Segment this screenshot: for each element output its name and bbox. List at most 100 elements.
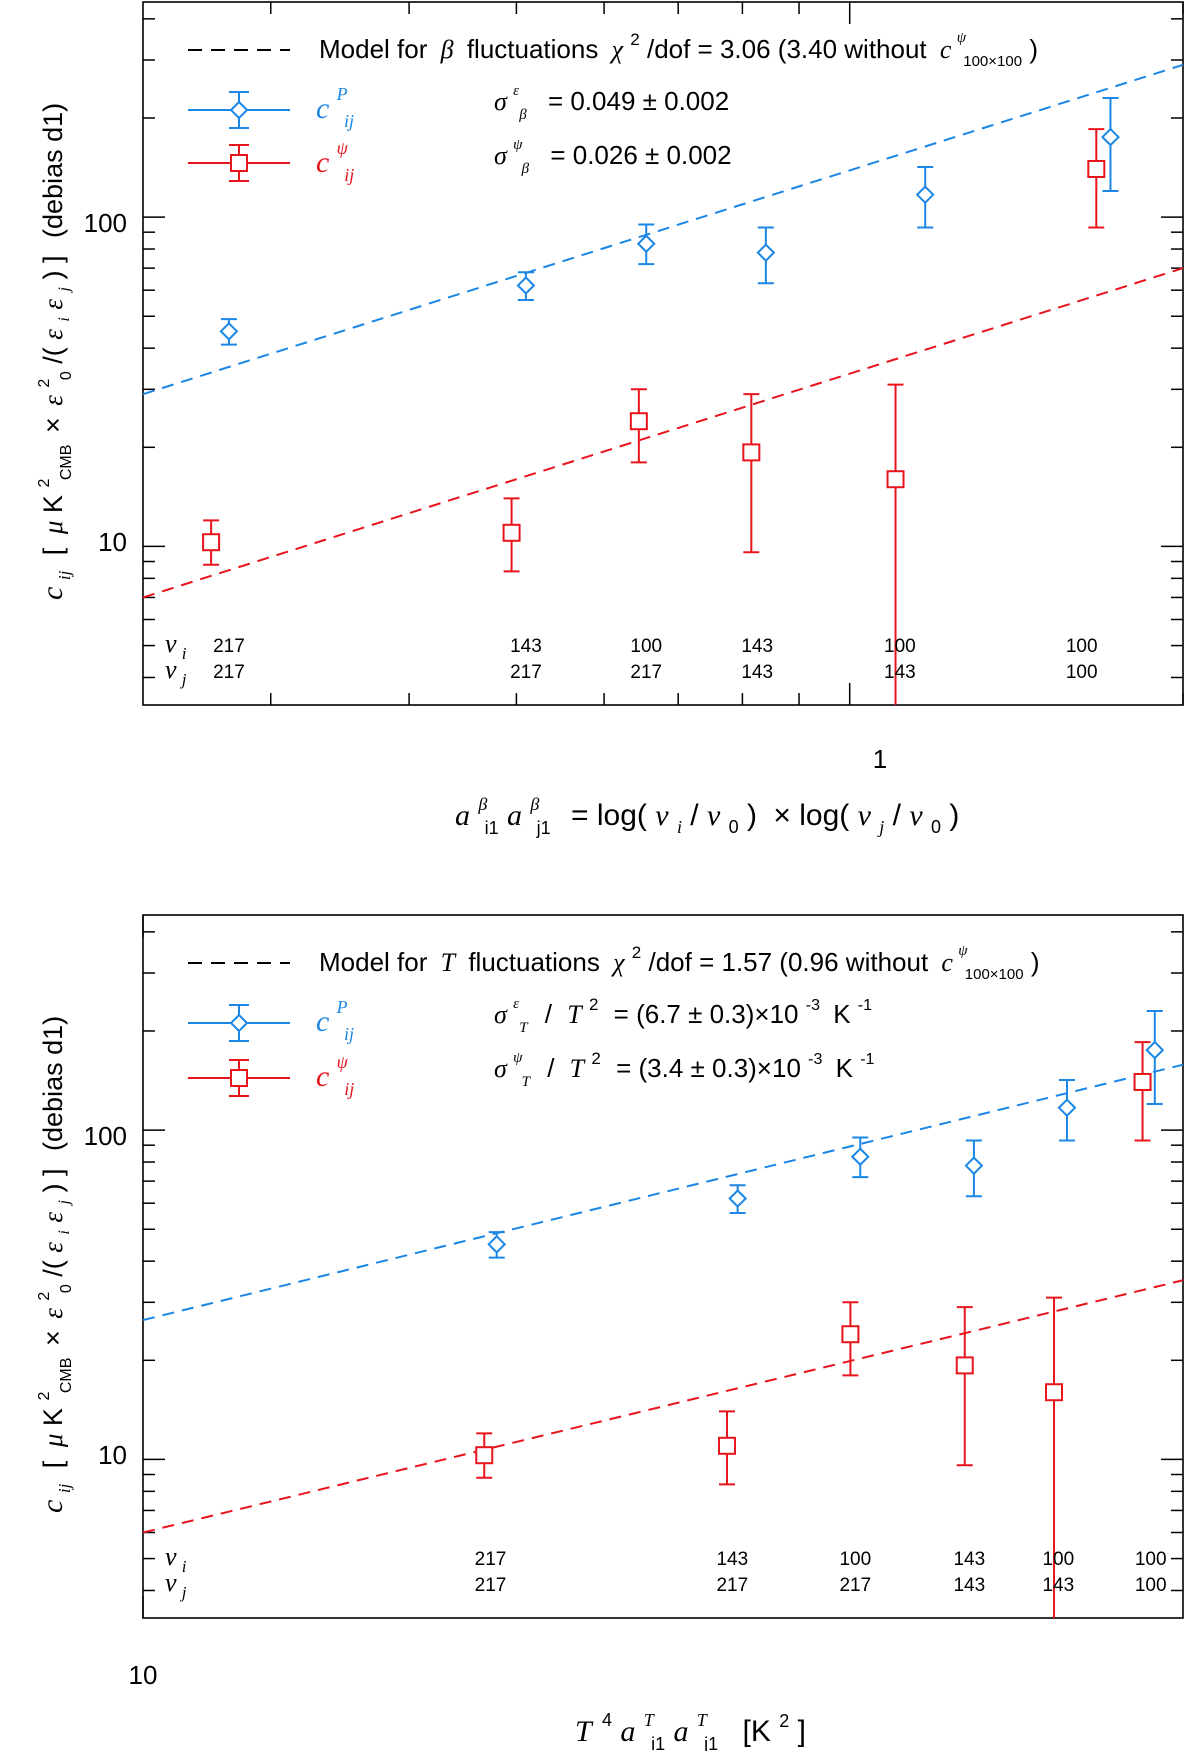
legend-cpsi-label: c ψ ij — [316, 128, 356, 185]
square-marker — [886, 470, 905, 489]
diamond-marker — [850, 1147, 870, 1167]
x-tick-label-10: 10 — [129, 1660, 158, 1690]
square-marker — [202, 533, 221, 552]
data-point-cP — [1101, 96, 1120, 193]
data-point-cpsi — [629, 388, 648, 464]
legend: Model for T fluctuations χ 2 /dof = 1.57… — [188, 943, 1040, 1099]
square-marker — [841, 1325, 860, 1344]
plot-frame — [142, 914, 1184, 1619]
y-axis-label: c ij [ μ K 2 CMB × ε 2 0 /( ε i ε j ) ] … — [25, 1016, 77, 1513]
model-line-cP — [142, 1063, 1184, 1322]
legend-cP-label: c P ij — [316, 987, 356, 1044]
freq-nu-i: 143 — [716, 1549, 748, 1570]
data-point-cP — [219, 318, 239, 346]
square-marker — [1045, 1383, 1064, 1402]
freq-nu-i: 217 — [213, 636, 245, 657]
square-marker — [742, 443, 761, 462]
data-point-cP — [1057, 1078, 1077, 1142]
axis-ticks — [143, 2, 1184, 705]
freq-nu-i: 100 — [1066, 636, 1098, 657]
diamond-marker — [728, 1189, 748, 1208]
model-line-cpsi — [142, 267, 1184, 599]
data-point-cP — [850, 1136, 870, 1179]
data-point-cpsi — [886, 383, 905, 705]
freq-nu-i: 143 — [953, 1549, 985, 1570]
square-marker — [1087, 159, 1106, 178]
model-line-cP — [142, 63, 1184, 396]
data-point-cpsi — [717, 1410, 736, 1486]
freq-nu-i: 100 — [884, 636, 916, 657]
data-point-cpsi — [202, 519, 221, 566]
x-axis-label: T 4 a T i1 a T j1 [K 2 ] — [575, 1700, 806, 1751]
frequency-labels: 217 217 143 217 100 217 143 143 100 143 100 100 — [213, 636, 1097, 683]
diamond-marker — [756, 243, 776, 263]
freq-nu-j: 217 — [630, 662, 662, 683]
diamond-marker — [915, 185, 935, 205]
freq-nu-i: 100 — [839, 1549, 871, 1570]
diamond-marker — [636, 234, 656, 254]
legend-cP: c P ij — [188, 84, 354, 131]
sigma-eps-beta: σ ε β = 0.049 ± 0.002 — [494, 71, 729, 125]
data-point-cP — [487, 1231, 507, 1259]
data-point-cP — [728, 1184, 748, 1215]
nu-i-label: ν i — [165, 628, 187, 663]
axis-ticks — [142, 915, 1183, 1618]
freq-nu-j: 100 — [1135, 1575, 1167, 1596]
data-point-cpsi — [1087, 128, 1106, 229]
square-marker — [502, 523, 521, 542]
freq-nu-j: 143 — [953, 1575, 985, 1596]
legend-square-marker — [230, 154, 248, 172]
square-marker — [629, 412, 648, 431]
sigma-eps-T: σ ε T / T 2 = (6.7 ± 0.3)×10 -3 K -1 — [494, 984, 872, 1038]
model-line-cpsi — [142, 1279, 1184, 1534]
freq-nu-i: 100 — [1135, 1549, 1167, 1570]
square-marker — [1133, 1072, 1152, 1091]
legend: Model for β fluctuations χ 2 /dof = 3.06… — [188, 18, 1038, 185]
model-lines — [142, 1063, 1184, 1534]
data-point-cpsi — [1133, 1041, 1152, 1142]
diamond-marker — [487, 1234, 507, 1254]
legend-model-text: Model for β fluctuations χ 2 /dof = 3.06… — [319, 18, 1038, 72]
freq-nu-j: 143 — [884, 662, 916, 683]
diamond-marker — [516, 276, 536, 295]
data-point-cP — [756, 226, 776, 285]
square-marker — [475, 1446, 494, 1465]
data-point-cpsi — [841, 1301, 860, 1377]
freq-nu-j: 143 — [741, 662, 773, 683]
frequency-labels: 217 217 143 217 100 217 143 143 100 143 100 100 — [475, 1549, 1167, 1596]
nu-i-label: ν i — [165, 1541, 187, 1576]
plot-frame — [142, 1, 1184, 706]
freq-nu-j: 100 — [1066, 662, 1098, 683]
freq-nu-j: 217 — [839, 1575, 871, 1596]
data-point-cpsi — [742, 393, 761, 554]
legend-diamond-marker — [229, 100, 249, 120]
y-axis-label: c ij [ μ K 2 CMB × ε 2 0 /( ε i ε j ) ] … — [25, 103, 77, 600]
freq-nu-i: 143 — [510, 636, 542, 657]
legend-cP: c P ij — [188, 987, 356, 1044]
data-point-cP — [1145, 1009, 1165, 1106]
legend-cpsi-label: c ψ ij — [316, 1042, 356, 1099]
data-point-cP — [915, 165, 935, 229]
freq-nu-i: 143 — [741, 636, 773, 657]
legend-cpsi: c ψ ij — [188, 128, 356, 185]
freq-nu-j: 143 — [1042, 1575, 1074, 1596]
nu-j-label: ν j — [165, 654, 187, 689]
square-marker — [955, 1356, 974, 1375]
square-marker — [717, 1436, 736, 1455]
freq-nu-i: 217 — [475, 1549, 507, 1570]
data-points — [475, 1009, 1165, 1618]
sigma-psi-T: σ ψ T / T 2 = (3.4 ± 0.3)×10 -3 K -1 — [494, 1038, 875, 1092]
diamond-marker — [219, 321, 239, 341]
data-point-cpsi — [475, 1432, 494, 1479]
freq-nu-j: 217 — [716, 1575, 748, 1596]
legend-diamond-marker — [229, 1013, 249, 1033]
data-point-cP — [516, 271, 536, 302]
legend-square-marker — [230, 1069, 248, 1087]
diamond-marker — [1057, 1098, 1077, 1118]
diamond-marker — [964, 1156, 984, 1176]
data-point-cpsi — [502, 497, 521, 573]
freq-nu-j: 217 — [213, 662, 245, 683]
